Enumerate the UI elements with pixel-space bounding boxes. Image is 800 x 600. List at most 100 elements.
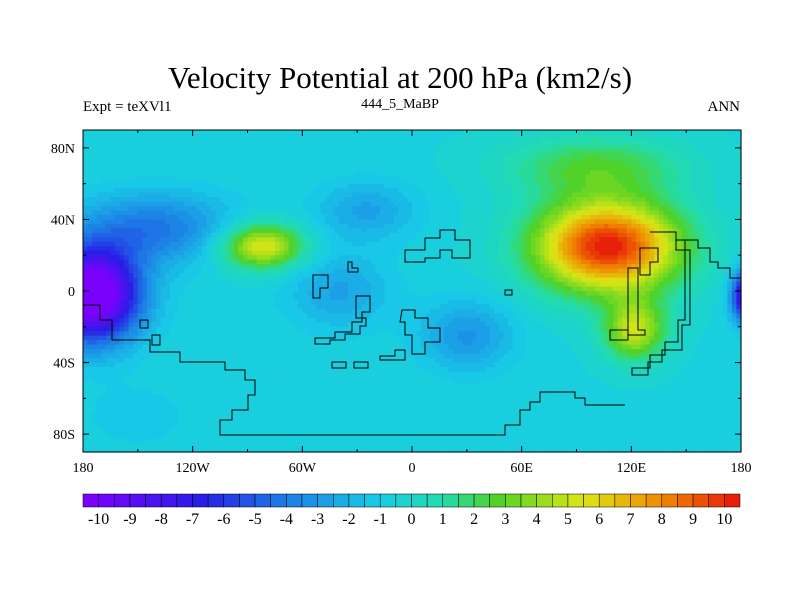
heatmap-cell — [736, 188, 742, 194]
heatmap-cell — [142, 273, 148, 279]
heatmap-cell — [165, 232, 171, 238]
heatmap-cell — [192, 250, 198, 256]
heatmap-cell — [517, 156, 523, 162]
heatmap-cell — [293, 130, 299, 136]
heatmap-cell — [361, 201, 367, 207]
heatmap-cell — [389, 250, 395, 256]
heatmap-cell — [297, 134, 303, 140]
heatmap-cell — [105, 273, 112, 279]
heatmap-cell — [485, 201, 491, 207]
heatmap-cell — [421, 156, 427, 162]
heatmap-cell — [544, 138, 550, 145]
heatmap-cell — [713, 174, 719, 180]
heatmap-cell — [713, 219, 719, 225]
heatmap-cell — [603, 147, 610, 153]
heatmap-cell — [393, 219, 399, 225]
heatmap-cell — [608, 246, 614, 252]
heatmap-cell — [343, 143, 349, 149]
heatmap-cell — [672, 143, 678, 149]
heatmap-cell — [343, 210, 349, 216]
heatmap-cell — [453, 214, 459, 221]
heatmap-cell — [92, 197, 98, 203]
heatmap-cell — [430, 273, 436, 279]
heatmap-cell — [663, 170, 669, 176]
heatmap-cell — [585, 130, 591, 136]
heatmap-cell — [366, 228, 372, 234]
heatmap-cell — [270, 246, 276, 252]
heatmap-cell — [690, 183, 696, 189]
heatmap-cell — [576, 241, 582, 247]
heatmap-cell — [430, 183, 436, 189]
heatmap-cell — [677, 188, 683, 194]
heatmap-cell — [156, 152, 162, 158]
heatmap-cell — [87, 273, 93, 279]
heatmap-cell — [430, 214, 436, 221]
heatmap-cell — [188, 147, 194, 153]
heatmap-cell — [146, 214, 153, 221]
heatmap-cell — [443, 206, 450, 212]
heatmap-cell — [302, 192, 308, 198]
heatmap-cell — [242, 170, 249, 176]
heatmap-cell — [645, 143, 651, 149]
heatmap-cell — [110, 268, 116, 274]
heatmap-cell — [270, 174, 276, 180]
heatmap-cell — [608, 264, 614, 270]
heatmap-cell — [101, 206, 107, 212]
heatmap-cell — [311, 179, 317, 185]
heatmap-cell — [306, 179, 313, 185]
heatmap-cell — [407, 241, 413, 247]
heatmap-cell — [96, 197, 102, 203]
heatmap-cell — [242, 206, 249, 212]
heatmap-cell — [238, 161, 244, 167]
heatmap-cell — [690, 232, 696, 238]
heatmap-cell — [718, 232, 724, 238]
heatmap-cell — [252, 138, 258, 145]
heatmap-cell — [462, 241, 468, 247]
heatmap-cell — [443, 192, 450, 198]
heatmap-cell — [498, 268, 504, 274]
heatmap-cell — [571, 232, 578, 238]
heatmap-cell — [457, 223, 463, 229]
heatmap-cell — [690, 206, 696, 212]
heatmap-cell — [201, 152, 207, 158]
heatmap-cell — [357, 214, 363, 221]
heatmap-cell — [695, 210, 701, 216]
heatmap-cell — [645, 170, 651, 176]
heatmap-cell — [695, 170, 701, 176]
heatmap-cell — [425, 152, 431, 158]
heatmap-cell — [110, 223, 116, 229]
heatmap-cell — [526, 237, 532, 243]
heatmap-cell — [151, 179, 157, 185]
heatmap-cell — [613, 192, 619, 198]
heatmap-cell — [165, 228, 171, 234]
heatmap-cell — [421, 246, 427, 252]
heatmap-cell — [87, 223, 93, 229]
heatmap-cell — [233, 197, 239, 203]
heatmap-cell — [192, 241, 198, 247]
heatmap-cell — [279, 161, 285, 167]
heatmap-cell — [110, 138, 116, 145]
heatmap-cell — [635, 201, 642, 207]
heatmap-cell — [517, 174, 523, 180]
heatmap-cell — [128, 232, 134, 238]
heatmap-cell — [352, 237, 358, 243]
heatmap-cell — [658, 134, 664, 140]
heatmap-cell — [265, 223, 271, 229]
heatmap-cell — [375, 264, 381, 270]
heatmap-cell — [453, 161, 459, 167]
heatmap-cell — [489, 161, 495, 167]
heatmap-cell — [622, 161, 628, 167]
heatmap-cell — [384, 188, 390, 194]
heatmap-cell — [334, 170, 340, 176]
heatmap-cell — [274, 206, 281, 212]
heatmap-cell — [553, 156, 559, 162]
heatmap-cell — [681, 179, 687, 185]
heatmap-cell — [160, 264, 166, 270]
heatmap-cell — [201, 183, 207, 189]
heatmap-cell — [229, 143, 235, 149]
heatmap-cell — [713, 277, 719, 283]
heatmap-cell — [425, 277, 431, 283]
heatmap-cell — [521, 255, 527, 261]
heatmap-cell — [151, 277, 157, 283]
heatmap-cell — [521, 228, 527, 234]
